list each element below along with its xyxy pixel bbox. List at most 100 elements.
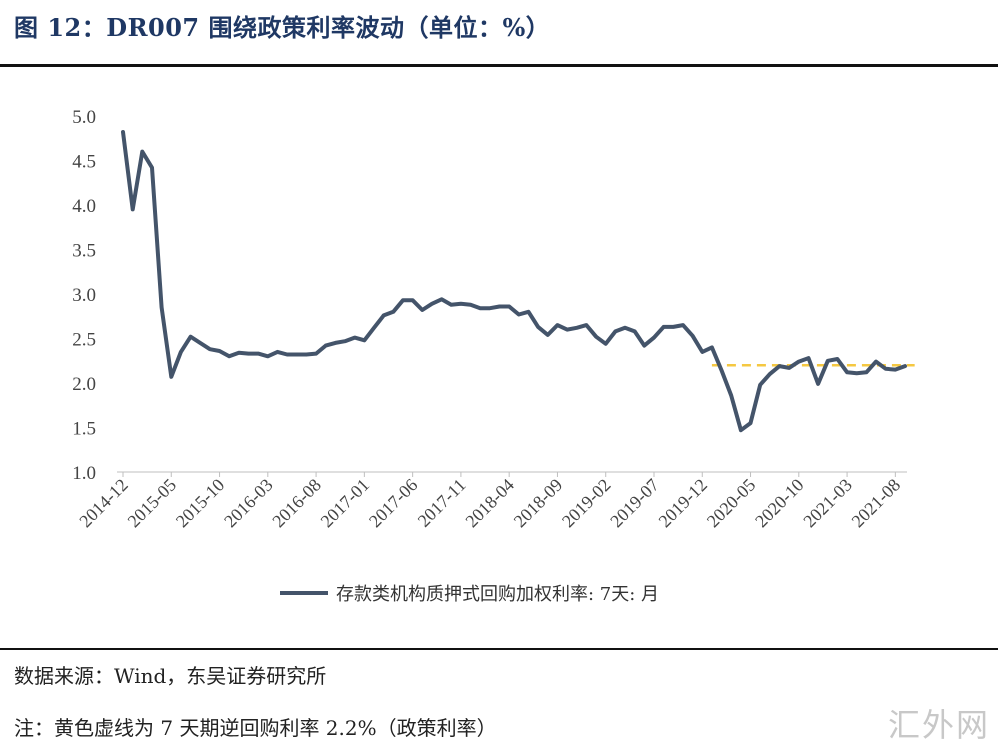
data-point	[179, 350, 183, 354]
data-point	[526, 310, 531, 314]
data-point	[440, 297, 444, 301]
data-point	[430, 302, 434, 306]
x-tick-label: 2017-01	[317, 475, 374, 532]
figure-title: 图 12：DR007 围绕政策利率波动（单位：%）	[14, 13, 551, 42]
data-point	[748, 421, 753, 425]
data-point	[555, 323, 560, 327]
data-point	[140, 150, 144, 154]
data-point	[285, 352, 289, 357]
data-point	[266, 354, 270, 358]
data-point	[324, 344, 328, 348]
data-point	[275, 350, 280, 354]
data-point	[372, 326, 376, 330]
data-point	[189, 335, 193, 339]
data-point	[362, 338, 366, 342]
x-tick-label: 2021-03	[799, 475, 856, 532]
y-tick-label: 2.5	[72, 330, 96, 351]
x-tick-label: 2016-03	[220, 475, 277, 532]
data-point	[160, 305, 164, 309]
data-point	[768, 372, 772, 376]
data-point	[662, 325, 666, 329]
data-point	[671, 325, 675, 329]
x-tick-label: 2015-05	[124, 475, 181, 532]
data-point	[295, 352, 299, 357]
data-point	[903, 364, 907, 368]
x-tick-label: 2018-04	[461, 475, 518, 532]
data-point	[449, 303, 453, 307]
data-point	[420, 308, 424, 312]
y-tick-label: 1.5	[72, 419, 96, 440]
data-point	[497, 304, 502, 309]
series-layer	[121, 130, 907, 433]
x-tick-label: 2019-02	[558, 475, 615, 532]
data-point	[353, 336, 357, 340]
x-tick-label: 2021-08	[848, 475, 905, 532]
watermark-logo: 汇外网	[887, 706, 990, 744]
data-point	[729, 393, 733, 398]
data-point	[584, 323, 589, 327]
y-tick-label: 4.0	[72, 196, 96, 217]
y-tick-label: 1.0	[72, 463, 96, 484]
data-point	[198, 341, 202, 345]
data-point	[835, 357, 840, 361]
data-point	[633, 329, 637, 333]
legend-swatch	[280, 591, 328, 595]
data-point	[246, 352, 251, 356]
data-point	[652, 336, 656, 340]
data-point	[623, 326, 627, 330]
data-point	[121, 130, 125, 134]
data-point	[382, 313, 386, 317]
x-tick-label: 2018-09	[510, 475, 567, 532]
line-chart: 5.0 4.5 4.0 3.5 3.0 2.5 2.0 1.5 1.0 2014-122015-…	[72, 107, 915, 532]
data-point	[478, 306, 482, 310]
data-point	[150, 166, 154, 170]
data-point	[256, 352, 260, 356]
data-point	[169, 375, 173, 379]
data-point	[546, 333, 550, 337]
data-point	[237, 351, 241, 355]
x-tick-label: 2015-10	[172, 475, 229, 532]
data-point	[459, 302, 463, 306]
data-point	[575, 326, 579, 330]
x-tick-label: 2020-10	[751, 475, 808, 532]
data-point	[131, 207, 135, 211]
data-point	[333, 341, 337, 345]
data-point	[613, 329, 618, 333]
data-point	[208, 347, 212, 351]
data-point	[691, 334, 695, 338]
bottom-rule	[0, 648, 998, 650]
footnote: 注：黄色虚线为 7 天期逆回购利率 2.2%（政策利率）	[14, 716, 497, 740]
data-point	[469, 303, 473, 307]
data-point	[536, 325, 540, 329]
x-tick-label: 2017-11	[414, 475, 470, 531]
data-point	[777, 364, 782, 368]
data-point	[507, 304, 511, 309]
data-point	[304, 352, 308, 357]
data-point	[816, 382, 820, 386]
data-point	[700, 350, 704, 354]
data-point	[855, 371, 859, 375]
data-point	[893, 368, 897, 372]
data-point	[806, 356, 811, 360]
data-point	[884, 367, 888, 371]
x-axis: 2014-122015-052015-102016-032016-082017-…	[75, 471, 907, 532]
data-point	[681, 323, 685, 327]
source-note: 数据来源：Wind，东吴证券研究所	[14, 664, 327, 688]
data-point	[401, 298, 405, 302]
data-point	[845, 370, 849, 374]
y-tick-label: 4.5	[72, 152, 96, 173]
data-point	[488, 306, 492, 310]
x-tick-label: 2019-12	[655, 475, 712, 532]
data-point	[710, 345, 714, 349]
x-tick-label: 2016-08	[268, 475, 325, 532]
data-point	[739, 428, 743, 432]
data-point	[826, 359, 830, 363]
legend-label: 存款类机构质押式回购加权利率: 7天: 月	[336, 584, 660, 605]
data-point	[642, 344, 646, 348]
data-point	[565, 328, 569, 332]
y-tick-label: 5.0	[72, 107, 96, 128]
data-point	[411, 298, 415, 302]
data-point	[343, 339, 347, 343]
data-point	[758, 383, 762, 387]
top-rule	[0, 64, 998, 67]
